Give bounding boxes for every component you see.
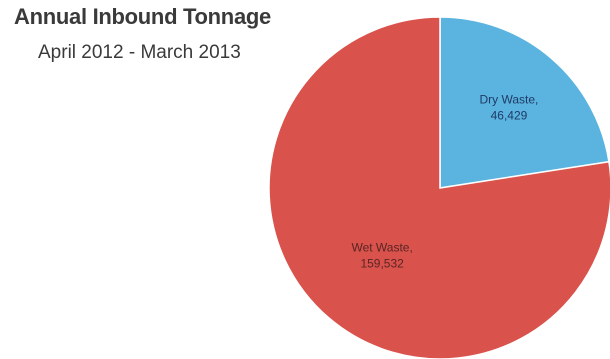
chart-title: Annual Inbound Tonnage	[14, 4, 271, 29]
slice-label: Dry Waste,	[480, 92, 539, 106]
slice-label: Wet Waste,	[351, 241, 412, 255]
pie-slice-dry-waste	[439, 16, 610, 189]
pie-slice-wet-waste	[268, 16, 610, 359]
chart-subtitle: April 2012 - March 2013	[38, 42, 241, 63]
slice-value-label: 46,429	[491, 108, 528, 122]
slice-value-label: 159,532	[360, 257, 404, 271]
